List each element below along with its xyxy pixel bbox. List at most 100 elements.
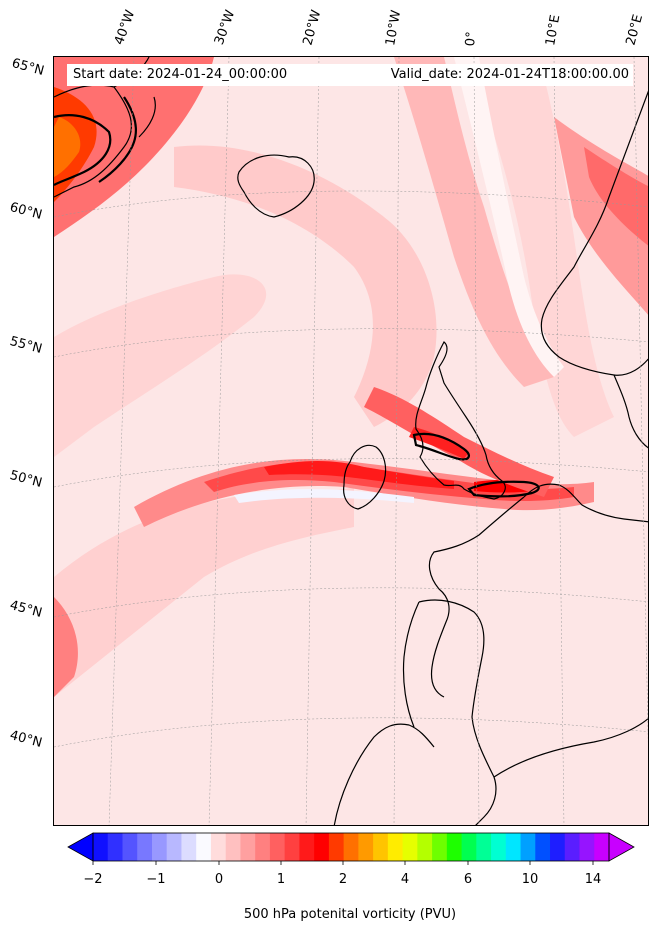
colorbar-cell [476,833,492,861]
pv-field-west-band [54,274,267,457]
pv-white-streak-north [454,57,564,377]
lon-label-10w: 10°W [383,9,405,48]
graticule [54,57,648,825]
colorbar-cell [402,833,418,861]
coast-iberia-west [402,601,420,728]
pv2-contour-uk [412,432,470,461]
colorbar-cell [225,833,241,861]
colorbar-cell [166,833,182,861]
colorbar-cell [196,833,212,861]
colorbar-cell [314,833,330,861]
colorbar-cell [461,833,477,861]
pv-nw-field [54,57,214,237]
lon-label-40w: 40°W [111,8,139,47]
graticule-lat-55 [54,328,648,358]
graticule-lat-50 [54,458,648,488]
date-info-bar: Start date: 2024-01-24_00:00:00 Valid_da… [67,64,633,86]
valid-date-label: Valid_date: 2024-01-24T18:00:00.00 [390,67,629,82]
colorbar-extend-max [608,832,635,862]
colorbar-cell [107,833,123,861]
colorbar-tick-label: 6 [463,872,473,887]
pv2-contour-greenland [54,114,112,186]
colorbar-tick-label: 10 [521,872,539,887]
pv-field-sw-band [54,487,354,697]
colorbar-tick-label: 2 [338,872,348,887]
lon-label-0: 0° [463,30,480,47]
colorbar-tick-label: 14 [584,872,602,887]
coast-mediterranean [493,717,648,778]
colorbar-cell [387,833,404,861]
colorbar [67,832,635,865]
coast-iberia [418,599,497,825]
colorbar-cell [299,833,315,861]
colorbar-cell [137,833,153,861]
coast-france [428,496,525,698]
lat-label-60n: 60°N [8,200,44,223]
colorbar-ticks [92,861,594,865]
coast-africa [333,723,435,825]
colorbar-cell [210,833,227,861]
colorbar-cell [373,833,389,861]
colorbar-cell [550,833,566,861]
colorbar-cell [432,833,448,861]
lon-label-30w: 30°W [211,8,239,47]
colorbar-cell [417,833,433,861]
lon-label-10e: 10°E [543,13,564,47]
pv-jet-core [264,461,454,489]
coast-britain [415,341,506,500]
graticule-lon-0 [473,57,480,825]
pv-field-north-band [174,145,437,427]
colorbar-tick-label: 4 [400,872,410,887]
lat-label-40n: 40°N [8,728,44,751]
graticule-lat-40 [54,717,648,748]
pv-white-streak-jet [234,489,414,503]
colorbar-cell [122,833,138,861]
colorbar-cell [358,833,374,861]
colorbar-cell [151,833,168,861]
graticule-lat-60 [54,190,648,218]
colorbar-tick-label: −1 [146,872,166,887]
pv-field-northeast-band [474,77,614,437]
colorbar-cell [579,833,595,861]
lat-label-50n: 50°N [8,468,44,491]
colorbar-cell [446,833,463,861]
pv-uk-band [364,387,554,497]
colorbar-tick-label: 1 [276,872,286,887]
pv-2-contours [54,96,540,498]
pv2-contour-greenland-2 [98,96,138,183]
pv-nw-peak [54,117,81,177]
coast-scandinavia [540,90,648,376]
colorbar-cells [93,833,610,861]
colorbar-cell [505,833,522,861]
colorbar-title: 500 hPa potenital vorticity (PVU) [243,907,457,922]
colorbar-cell [255,833,271,861]
colorbar-extend-min [67,832,94,862]
graticule-lon-10e [553,57,565,825]
colorbar-tick-label: 0 [214,872,224,887]
colorbar-cell [594,833,610,861]
graticule-lon-10w [393,57,400,825]
lat-label-65n: 65°N [10,56,46,79]
lat-label-55n: 55°N [8,334,44,357]
lat-label-45n: 45°N [8,598,44,621]
pv-sw-high [54,597,78,697]
graticule-lon-20e [633,57,648,743]
graticule-lon-30w [208,57,230,825]
colorbar-cell [535,833,551,861]
start-date-label: Start date: 2024-01-24_00:00:00 [73,67,288,82]
graticule-lon-40w [108,57,135,825]
colorbar-cell [520,833,536,861]
map-panel[interactable] [53,56,649,826]
colorbar-cell [181,833,197,861]
lon-label-20e: 20°E [623,12,647,48]
colorbar-cell [284,833,300,861]
graticule-lon-20w [305,57,320,825]
colorbar-tick-label: −2 [83,872,103,887]
pv-field-far-east-core [584,147,648,246]
colorbar-outline [92,832,610,862]
coast-scandinavia-inner [613,374,648,449]
colorbar-cell [491,833,507,861]
colorbar-cell [328,833,345,861]
coast-ireland [343,444,387,510]
coastlines [54,57,648,825]
